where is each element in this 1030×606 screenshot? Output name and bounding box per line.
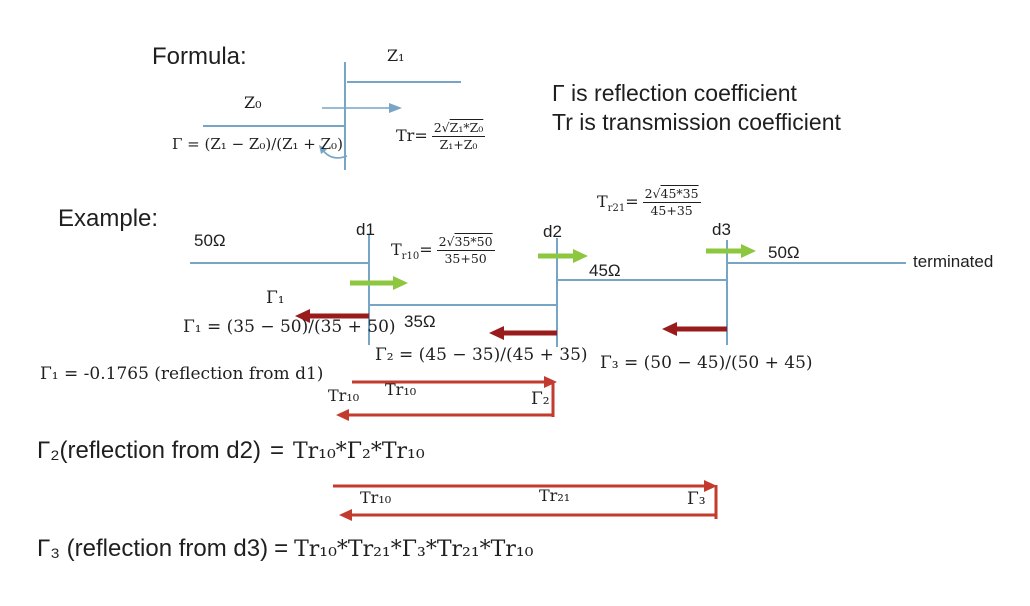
reflection-arrow-gamma1 [295, 309, 369, 323]
transmission-arrow-d1 [350, 276, 408, 290]
arrow-head-left-icon [336, 409, 349, 421]
gamma2-formula: Γ₂ = (45 − 35)/(45 + 35) [375, 345, 588, 365]
tr-num-prefix: 2√ [433, 120, 450, 135]
arrow-head-right-icon [544, 376, 557, 388]
tr10-den: 35+50 [444, 251, 487, 267]
gamma1-formula: Γ₁ = (35 − 50)/(35 + 50) [183, 317, 396, 337]
arrow-head-right-icon [741, 244, 756, 258]
tr-base: Tr [396, 125, 415, 145]
tr21-sub: r21 [607, 202, 626, 214]
node-label-d2: d2 [543, 222, 562, 241]
arrow-head-left-icon [489, 326, 504, 340]
arrow-head-right-icon [704, 480, 717, 492]
z0-label: Z₀ [244, 93, 262, 112]
tr10-sub: r10 [401, 250, 420, 262]
gamma3-result-lhs: Γ₃ (reflection from d3) [37, 535, 269, 562]
formula-transmission-arrow [322, 103, 402, 113]
legend-transmission: Tr is transmission coefficient [552, 109, 841, 135]
gamma2-result-rhs: Tr₁₀*Γ₂*Tr₁₀ [292, 439, 425, 464]
path-bracket-d2 [336, 376, 557, 421]
tr10-formula: Tr10= 2√35*50 35+50 [391, 234, 495, 268]
bracket1-label-left: Tr₁₀ [328, 386, 360, 405]
tr10-num-prefix: 2√ [438, 234, 455, 249]
gamma2-result-lhs: Γ₂(reflection from d2) [37, 437, 261, 464]
gamma-formula: Γ = (Z₁ − Z₀)/(Z₁ + Z₀) [172, 135, 343, 153]
gamma3-result-rhs: Tr₁₀*Tr₂₁*Γ₃*Tr₂₁*Tr₁₀ [294, 537, 534, 562]
example-heading: Example: [58, 205, 159, 232]
reflection-arrow-gamma2 [489, 326, 557, 340]
example-line-segments [190, 234, 906, 347]
arrow-head-right-icon [573, 249, 588, 263]
legend-reflection: Γ is reflection coefficient [552, 80, 797, 106]
path-bracket-d3 [333, 480, 718, 521]
formula-heading: Formula: [152, 43, 247, 70]
tr10-eq: = [419, 239, 433, 259]
gamma3-formula: Γ₃ = (50 − 45)/(50 + 45) [600, 353, 813, 373]
tr21-den: 45+35 [650, 203, 693, 219]
arrow-head-left-icon [319, 145, 327, 154]
terminated-label: terminated [913, 252, 994, 271]
tr-formula: Tr= 2√Z₁*Z₀ Z₁+Z₀ [396, 120, 486, 154]
segment-label-35ohm: 35Ω [404, 312, 436, 331]
arrow-head-left-icon [662, 322, 677, 336]
arrow-head-right-icon [393, 276, 408, 290]
gamma2-result-eq: = [269, 437, 284, 464]
reflection-arrow-gamma3 [662, 322, 727, 336]
bracket2-label-mid: Tr₂₁ [539, 486, 571, 505]
gamma2-result-equation: Γ₂(reflection from d2) = Tr₁₀*Γ₂*Tr₁₀ [37, 437, 425, 465]
tr10-num-radicand: 35*50 [454, 234, 493, 249]
gamma3-result-equation: Γ₃ (reflection from d3) = Tr₁₀*Tr₂₁*Γ₃*T… [37, 535, 533, 563]
transmission-arrow-d2 [538, 249, 588, 263]
formula-junction-lines [203, 62, 461, 170]
transmission-arrow-d3 [706, 244, 756, 258]
node-label-d1: d1 [356, 220, 375, 239]
tr21-base: T [597, 191, 608, 211]
bracket2-label-right: Γ₃ [687, 489, 706, 509]
tr21-num-prefix: 2√ [644, 186, 661, 201]
node-label-d3: d3 [712, 220, 731, 239]
gamma1-label: Γ₁ [266, 288, 285, 308]
tr21-formula: Tr21= 2√45*35 45+35 [597, 186, 701, 220]
arrow-head-right-icon [389, 103, 402, 113]
bracket2-label-left: Tr₁₀ [360, 488, 392, 507]
gamma1-result: Γ₁ = -0.1765 (reflection from d1) [40, 364, 324, 384]
gamma3-result-eq: = [274, 535, 289, 562]
bracket1-label-right: Γ₂ [531, 389, 550, 409]
arrow-head-left-icon [339, 509, 352, 521]
bracket1-label-mid: Tr₁₀ [385, 380, 417, 399]
segment-label-50ohm-left: 50Ω [194, 231, 226, 250]
tr21-eq: = [625, 191, 639, 211]
tr21-num-radicand: 45*35 [660, 186, 699, 201]
formula-pointer-curved-arrow [319, 145, 348, 159]
segment-label-45ohm: 45Ω [589, 261, 621, 280]
tr10-base: T [391, 239, 402, 259]
tr-num-radicand: Z₁*Z₀ [449, 120, 484, 135]
tr-eq: = [414, 125, 428, 145]
arrow-head-left-icon [295, 309, 310, 323]
segment-label-50ohm-right: 50Ω [768, 243, 800, 262]
z1-label: Z₁ [387, 46, 405, 65]
tr-den: Z₁+Z₀ [439, 137, 478, 153]
